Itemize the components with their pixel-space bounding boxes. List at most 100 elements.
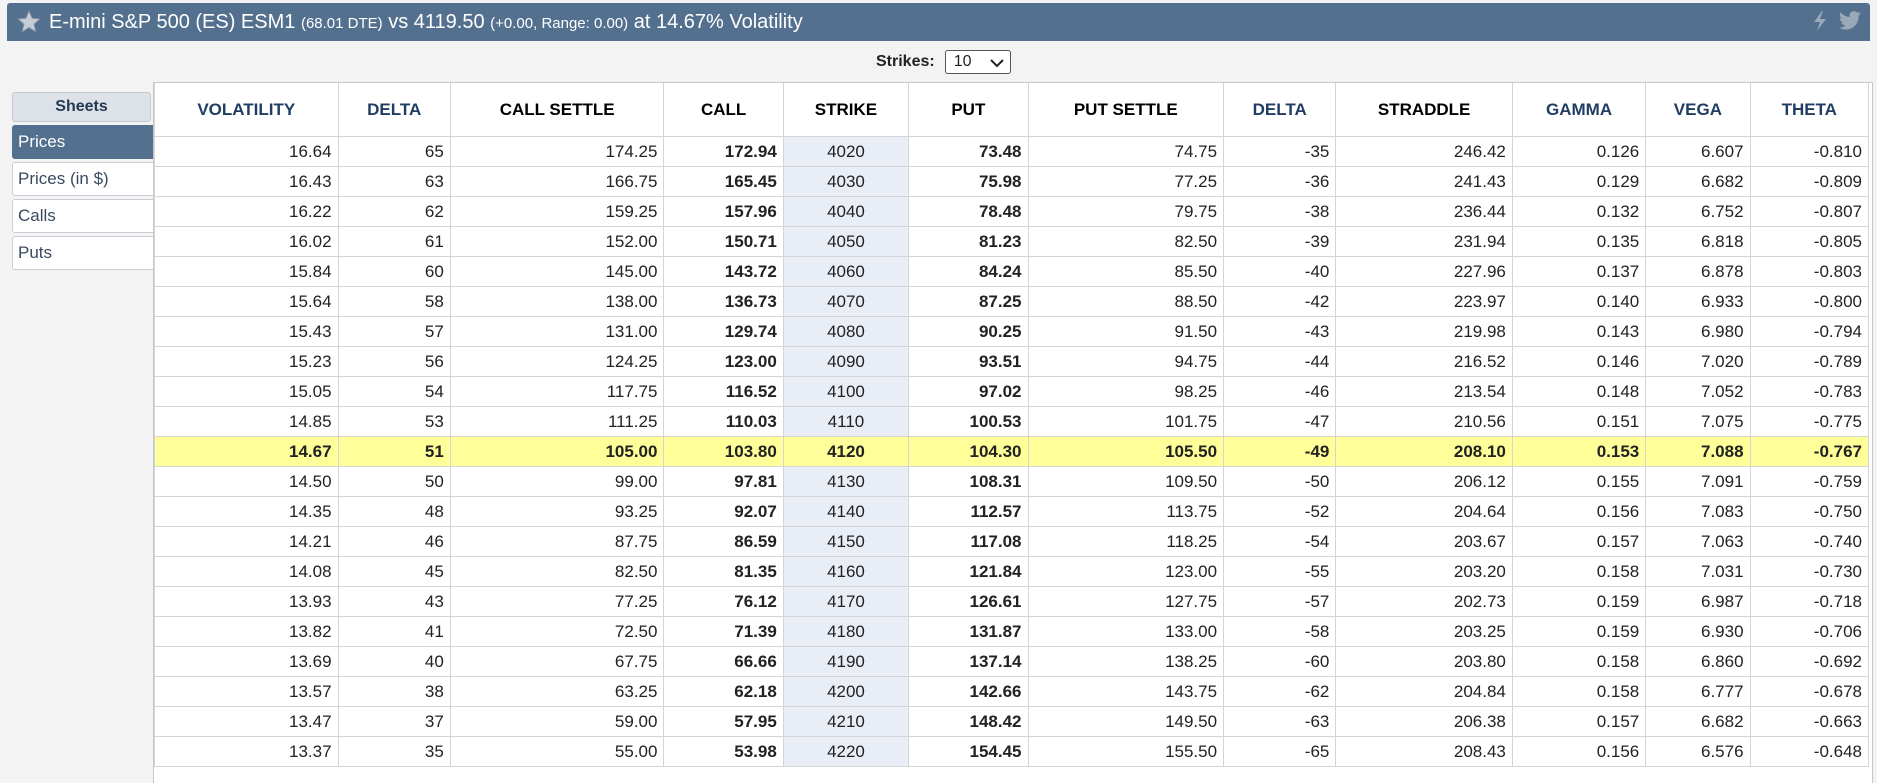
star-icon[interactable]	[13, 6, 45, 38]
cell-vega: 6.933	[1645, 286, 1751, 317]
title-bar: E-mini S&P 500 (ES) ESM1 (68.01 DTE) vs …	[7, 3, 1870, 41]
column-header-put[interactable]: PUT	[908, 83, 1029, 137]
cell-straddle: 203.20	[1335, 556, 1513, 587]
cell-call-settle: 93.25	[449, 496, 665, 527]
cell-strike: 4100	[782, 376, 910, 407]
column-header-delta[interactable]: DELTA	[1223, 83, 1337, 137]
chevron-down-icon	[989, 59, 1004, 68]
cell-put-settle: 113.75	[1027, 496, 1225, 527]
cell-delta: -49	[1223, 436, 1337, 467]
cell-put: 121.84	[908, 556, 1029, 587]
cell-put: 90.25	[908, 316, 1029, 347]
page-title: E-mini S&P 500 (ES) ESM1 (68.01 DTE) vs …	[49, 11, 803, 34]
volatility-label: at 14.67% Volatility	[633, 10, 803, 33]
cell-call: 66.66	[663, 646, 784, 677]
cell-call: 86.59	[663, 526, 784, 557]
cell-theta: -0.750	[1749, 496, 1870, 527]
cell-straddle: 219.98	[1335, 316, 1513, 347]
cell-delta: -54	[1223, 526, 1337, 557]
cell-delta: -40	[1223, 256, 1337, 287]
cell-call-settle: 105.00	[449, 436, 665, 467]
column-header-vega[interactable]: VEGA	[1645, 83, 1751, 137]
table-row[interactable]: 16.02 61 152.00 150.71 4050 81.23 82.50 -39 231.…	[154, 226, 1870, 257]
cell-theta: -0.800	[1749, 286, 1870, 317]
column-header-strike[interactable]: STRIKE	[782, 83, 910, 137]
cell-call-settle: 63.25	[449, 676, 665, 707]
cell-strike: 4050	[782, 226, 910, 257]
column-header-call-settle[interactable]: CALL SETTLE	[449, 83, 665, 137]
cell-call: 143.72	[663, 256, 784, 287]
table-row[interactable]: 13.37 35 55.00 53.98 4220 154.45 155.50 -65 208.…	[154, 736, 1870, 767]
sheet-tab-prices-in[interactable]: Prices (in $)	[12, 162, 154, 196]
cell-theta: -0.807	[1749, 196, 1870, 227]
cell-theta: -0.794	[1749, 316, 1870, 347]
cell-delta: 53	[337, 406, 451, 437]
column-header-theta[interactable]: THETA	[1749, 83, 1870, 137]
column-header-put-settle[interactable]: PUT SETTLE	[1027, 83, 1225, 137]
cell-gamma: 0.156	[1511, 496, 1647, 527]
cell-put-settle: 149.50	[1027, 706, 1225, 737]
sheet-tab-puts[interactable]: Puts	[12, 236, 154, 270]
cell-call-settle: 87.75	[449, 526, 665, 557]
cell-gamma: 0.158	[1511, 676, 1647, 707]
table-row[interactable]: 14.50 50 99.00 97.81 4130 108.31 109.50 -50 206.…	[154, 466, 1870, 497]
cell-volatility: 13.69	[154, 646, 339, 677]
table-row[interactable]: 15.64 58 138.00 136.73 4070 87.25 88.50 -42 223.…	[154, 286, 1870, 317]
cell-theta: -0.740	[1749, 526, 1870, 557]
column-header-call[interactable]: CALL	[663, 83, 784, 137]
table-row[interactable]: 14.21 46 87.75 86.59 4150 117.08 118.25 -54 203.…	[154, 526, 1870, 557]
cell-put-settle: 127.75	[1027, 586, 1225, 617]
table-row[interactable]: 15.43 57 131.00 129.74 4080 90.25 91.50 -43 219.…	[154, 316, 1870, 347]
table-row[interactable]: 16.64 65 174.25 172.94 4020 73.48 74.75 -35 246.…	[154, 136, 1870, 167]
column-header-volatility[interactable]: VOLATILITY	[154, 83, 339, 137]
cell-put-settle: 143.75	[1027, 676, 1225, 707]
column-header-delta[interactable]: DELTA	[337, 83, 451, 137]
table-row[interactable]: 14.67 51 105.00 103.80 4120 104.30 105.50 -49 20…	[154, 436, 1870, 467]
table-row[interactable]: 13.93 43 77.25 76.12 4170 126.61 127.75 -57 202.…	[154, 586, 1870, 617]
lightning-icon[interactable]	[1810, 10, 1830, 32]
cell-vega: 6.818	[1645, 226, 1751, 257]
cell-delta: -35	[1223, 136, 1337, 167]
column-header-gamma[interactable]: GAMMA	[1511, 83, 1647, 137]
cell-delta: 40	[337, 646, 451, 677]
cell-call-settle: 82.50	[449, 556, 665, 587]
table-row[interactable]: 14.08 45 82.50 81.35 4160 121.84 123.00 -55 203.…	[154, 556, 1870, 587]
table-row[interactable]: 13.82 41 72.50 71.39 4180 131.87 133.00 -58 203.…	[154, 616, 1870, 647]
sheet-tab-calls[interactable]: Calls	[12, 199, 154, 233]
cell-delta: 63	[337, 166, 451, 197]
twitter-icon[interactable]	[1838, 10, 1862, 32]
cell-put: 131.87	[908, 616, 1029, 647]
cell-call: 97.81	[663, 466, 784, 497]
sheet-tab-prices[interactable]: Prices	[12, 125, 154, 159]
strikes-control: Strikes: 10	[876, 50, 1011, 74]
cell-delta: -43	[1223, 316, 1337, 347]
table-row[interactable]: 15.23 56 124.25 123.00 4090 93.51 94.75 -44 216.…	[154, 346, 1870, 377]
cell-volatility: 14.21	[154, 526, 339, 557]
table-row[interactable]: 16.43 63 166.75 165.45 4030 75.98 77.25 -36 241.…	[154, 166, 1870, 197]
cell-call: 129.74	[663, 316, 784, 347]
cell-delta: -58	[1223, 616, 1337, 647]
strikes-select[interactable]: 10	[944, 50, 1011, 74]
table-row[interactable]: 13.69 40 67.75 66.66 4190 137.14 138.25 -60 203.…	[154, 646, 1870, 677]
cell-straddle: 208.43	[1335, 736, 1513, 767]
cell-call-settle: 166.75	[449, 166, 665, 197]
column-header-straddle[interactable]: STRADDLE	[1335, 83, 1513, 137]
table-row[interactable]: 15.05 54 117.75 116.52 4100 97.02 98.25 -46 213.…	[154, 376, 1870, 407]
cell-theta: -0.663	[1749, 706, 1870, 737]
cell-theta: -0.775	[1749, 406, 1870, 437]
table-row[interactable]: 14.85 53 111.25 110.03 4110 100.53 101.75 -47 21…	[154, 406, 1870, 437]
cell-theta: -0.810	[1749, 136, 1870, 167]
table-row[interactable]: 13.57 38 63.25 62.18 4200 142.66 143.75 -62 204.…	[154, 676, 1870, 707]
cell-put-settle: 77.25	[1027, 166, 1225, 197]
table-row[interactable]: 16.22 62 159.25 157.96 4040 78.48 79.75 -38 236.…	[154, 196, 1870, 227]
cell-call-settle: 99.00	[449, 466, 665, 497]
table-row[interactable]: 15.84 60 145.00 143.72 4060 84.24 85.50 -40 227.…	[154, 256, 1870, 287]
table-row[interactable]: 13.47 37 59.00 57.95 4210 148.42 149.50 -63 206.…	[154, 706, 1870, 737]
cell-delta: 56	[337, 346, 451, 377]
cell-theta: -0.706	[1749, 616, 1870, 647]
cell-vega: 6.682	[1645, 166, 1751, 197]
cell-delta: -62	[1223, 676, 1337, 707]
table-row[interactable]: 14.35 48 93.25 92.07 4140 112.57 113.75 -52 204.…	[154, 496, 1870, 527]
cell-put-settle: 133.00	[1027, 616, 1225, 647]
cell-theta: -0.767	[1749, 436, 1870, 467]
